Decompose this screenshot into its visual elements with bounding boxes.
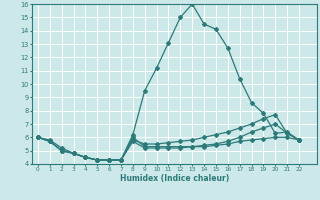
X-axis label: Humidex (Indice chaleur): Humidex (Indice chaleur) [120, 174, 229, 183]
